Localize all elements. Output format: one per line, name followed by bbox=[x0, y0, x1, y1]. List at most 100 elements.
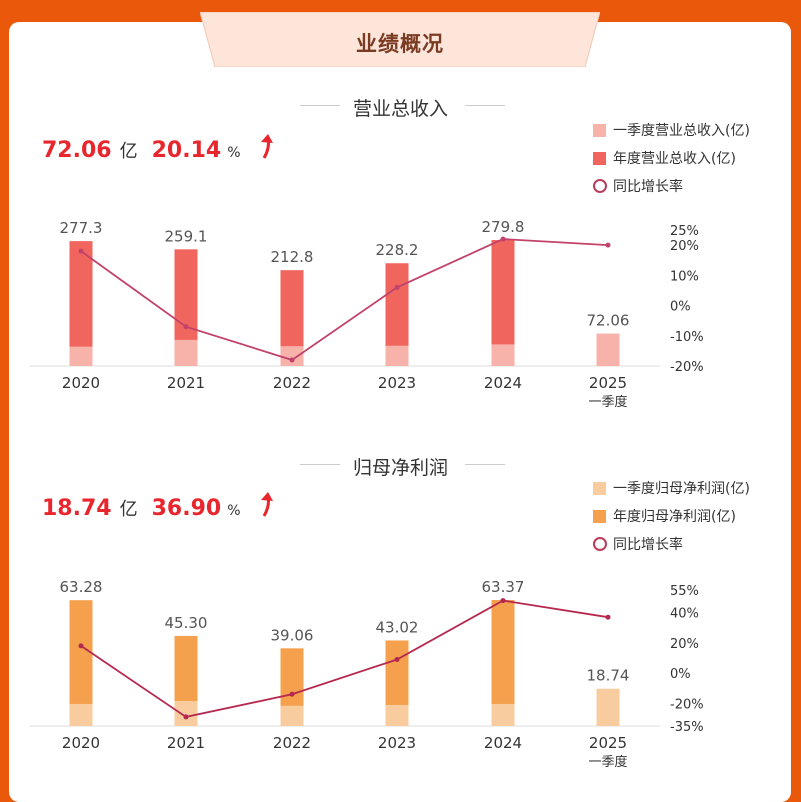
q1-bar bbox=[174, 339, 198, 366]
legend-swatch-q1 bbox=[593, 481, 606, 495]
bar-value-label: 45.30 bbox=[165, 614, 208, 632]
revenue-section-title: 营业总收入 bbox=[352, 98, 448, 120]
bar-value-label: 39.06 bbox=[271, 626, 314, 644]
x-tick-label: 2024 bbox=[484, 734, 522, 752]
y2-tick-label: 55% bbox=[670, 584, 699, 599]
y2-tick-label: -20% bbox=[670, 360, 704, 375]
revenue-legend: 一季度营业总收入(亿) 年度营业总收入(亿) 同比增长率 bbox=[593, 116, 750, 200]
growth-point bbox=[183, 324, 189, 330]
legend-label: 一季度营业总收入(亿) bbox=[613, 123, 750, 139]
bar-value-label: 259.1 bbox=[165, 227, 208, 245]
up-arrow-icon bbox=[261, 492, 274, 517]
profit-value: 18.74 bbox=[42, 496, 112, 521]
growth-point bbox=[289, 357, 295, 363]
x-tick-label: 2022 bbox=[273, 374, 311, 392]
q1-bar bbox=[280, 346, 304, 366]
y2-tick-label: 0% bbox=[670, 300, 691, 315]
y2-tick-label: 0% bbox=[670, 667, 691, 682]
bar-value-label: 277.3 bbox=[60, 219, 103, 237]
growth-line bbox=[80, 238, 609, 361]
y2-tick-label: 25% bbox=[670, 224, 699, 239]
q1-bar bbox=[491, 344, 515, 366]
legend-label: 同比增长率 bbox=[613, 537, 683, 553]
growth-point bbox=[500, 598, 506, 604]
header-ribbon: 业绩概况 bbox=[199, 11, 601, 68]
title-rule-left bbox=[300, 464, 340, 465]
legend-item-q1-revenue: 一季度营业总收入(亿) bbox=[593, 116, 750, 144]
title-rule-right bbox=[465, 105, 505, 106]
legend-item-growth: 同比增长率 bbox=[593, 530, 750, 558]
legend-circle-icon bbox=[593, 179, 607, 193]
growth-point bbox=[394, 284, 400, 290]
bar-value-label: 212.8 bbox=[271, 248, 314, 266]
legend-item-q1-profit: 一季度归母净利润(亿) bbox=[593, 474, 750, 502]
legend-swatch-annual bbox=[593, 509, 606, 523]
legend-label: 一季度归母净利润(亿) bbox=[613, 481, 750, 497]
growth-point bbox=[78, 643, 84, 649]
x-tick-label: 2025 bbox=[589, 734, 627, 752]
y2-tick-label: -35% bbox=[670, 720, 704, 735]
x-tick-label: 2023 bbox=[378, 374, 416, 392]
q1-bar bbox=[280, 705, 304, 726]
bar-value-label: 279.8 bbox=[482, 218, 525, 236]
legend-label: 同比增长率 bbox=[613, 179, 683, 195]
bar-value-label: 63.37 bbox=[482, 578, 525, 596]
annual-bar bbox=[69, 600, 93, 726]
x-tick-label: 2020 bbox=[62, 734, 100, 752]
profit-legend: 一季度归母净利润(亿) 年度归母净利润(亿) 同比增长率 bbox=[593, 474, 750, 558]
x-tick-label: 2025 bbox=[589, 374, 627, 392]
x-tick-label: 2021 bbox=[167, 374, 205, 392]
annual-bar bbox=[385, 263, 409, 366]
growth-point bbox=[183, 714, 189, 720]
bar-value-label: 228.2 bbox=[376, 241, 419, 259]
growth-point bbox=[605, 614, 611, 620]
annual-bar bbox=[174, 249, 198, 366]
q1-bar bbox=[69, 346, 93, 366]
annual-bar bbox=[491, 600, 515, 726]
q1-bar bbox=[174, 700, 198, 726]
bar-value-label: 63.28 bbox=[60, 578, 103, 596]
y2-tick-label: -10% bbox=[670, 330, 704, 345]
profit-value-unit: 亿 bbox=[119, 499, 138, 520]
bar-value-label: 72.06 bbox=[587, 312, 630, 330]
growth-line bbox=[80, 599, 609, 718]
profit-growth: 36.90 bbox=[151, 496, 222, 521]
profit-metric: 18.74 亿 36.90% bbox=[42, 492, 278, 521]
y2-tick-label: 20% bbox=[670, 637, 699, 652]
annual-bar bbox=[69, 241, 93, 366]
x-tick-label: 2021 bbox=[167, 734, 205, 752]
x-tick-label: 2023 bbox=[378, 734, 416, 752]
revenue-growth-unit: % bbox=[227, 145, 241, 161]
y2-tick-label: 20% bbox=[670, 239, 699, 254]
y2-tick-label: -20% bbox=[670, 697, 704, 712]
legend-swatch-q1 bbox=[593, 123, 606, 137]
revenue-metric: 72.06 亿 20.14% bbox=[42, 134, 278, 163]
legend-item-annual-profit: 年度归母净利润(亿) bbox=[593, 502, 750, 530]
x-tick-label: 2024 bbox=[484, 374, 522, 392]
title-rule-right bbox=[465, 464, 505, 465]
growth-point bbox=[500, 236, 506, 242]
y2-tick-label: 40% bbox=[670, 607, 699, 622]
growth-point bbox=[78, 248, 84, 254]
legend-label: 年度归母净利润(亿) bbox=[613, 509, 736, 525]
q1-bar bbox=[596, 333, 620, 366]
legend-label: 年度营业总收入(亿) bbox=[613, 151, 736, 167]
title-rule-left bbox=[300, 105, 340, 106]
revenue-growth: 20.14 bbox=[151, 138, 222, 163]
q1-bar bbox=[385, 704, 409, 726]
revenue-chart: 277.3 2020 259.1 2021 212.8 2022 228.2 2023 279.… bbox=[30, 218, 704, 410]
revenue-value-unit: 亿 bbox=[119, 141, 138, 162]
bar-value-label: 18.74 bbox=[587, 667, 630, 685]
q1-bar bbox=[385, 345, 409, 366]
x-tick-label: 2022 bbox=[273, 734, 311, 752]
q1-bar bbox=[596, 688, 620, 726]
annual-bar bbox=[280, 270, 304, 366]
up-arrow-icon bbox=[261, 134, 274, 159]
annual-bar bbox=[491, 240, 515, 366]
x-tick-sublabel: 一季度 bbox=[588, 394, 627, 410]
legend-swatch-annual bbox=[593, 151, 606, 165]
x-tick-label: 2020 bbox=[62, 374, 100, 392]
revenue-value: 72.06 bbox=[42, 138, 112, 163]
growth-point bbox=[605, 242, 611, 248]
legend-item-growth: 同比增长率 bbox=[593, 172, 750, 200]
